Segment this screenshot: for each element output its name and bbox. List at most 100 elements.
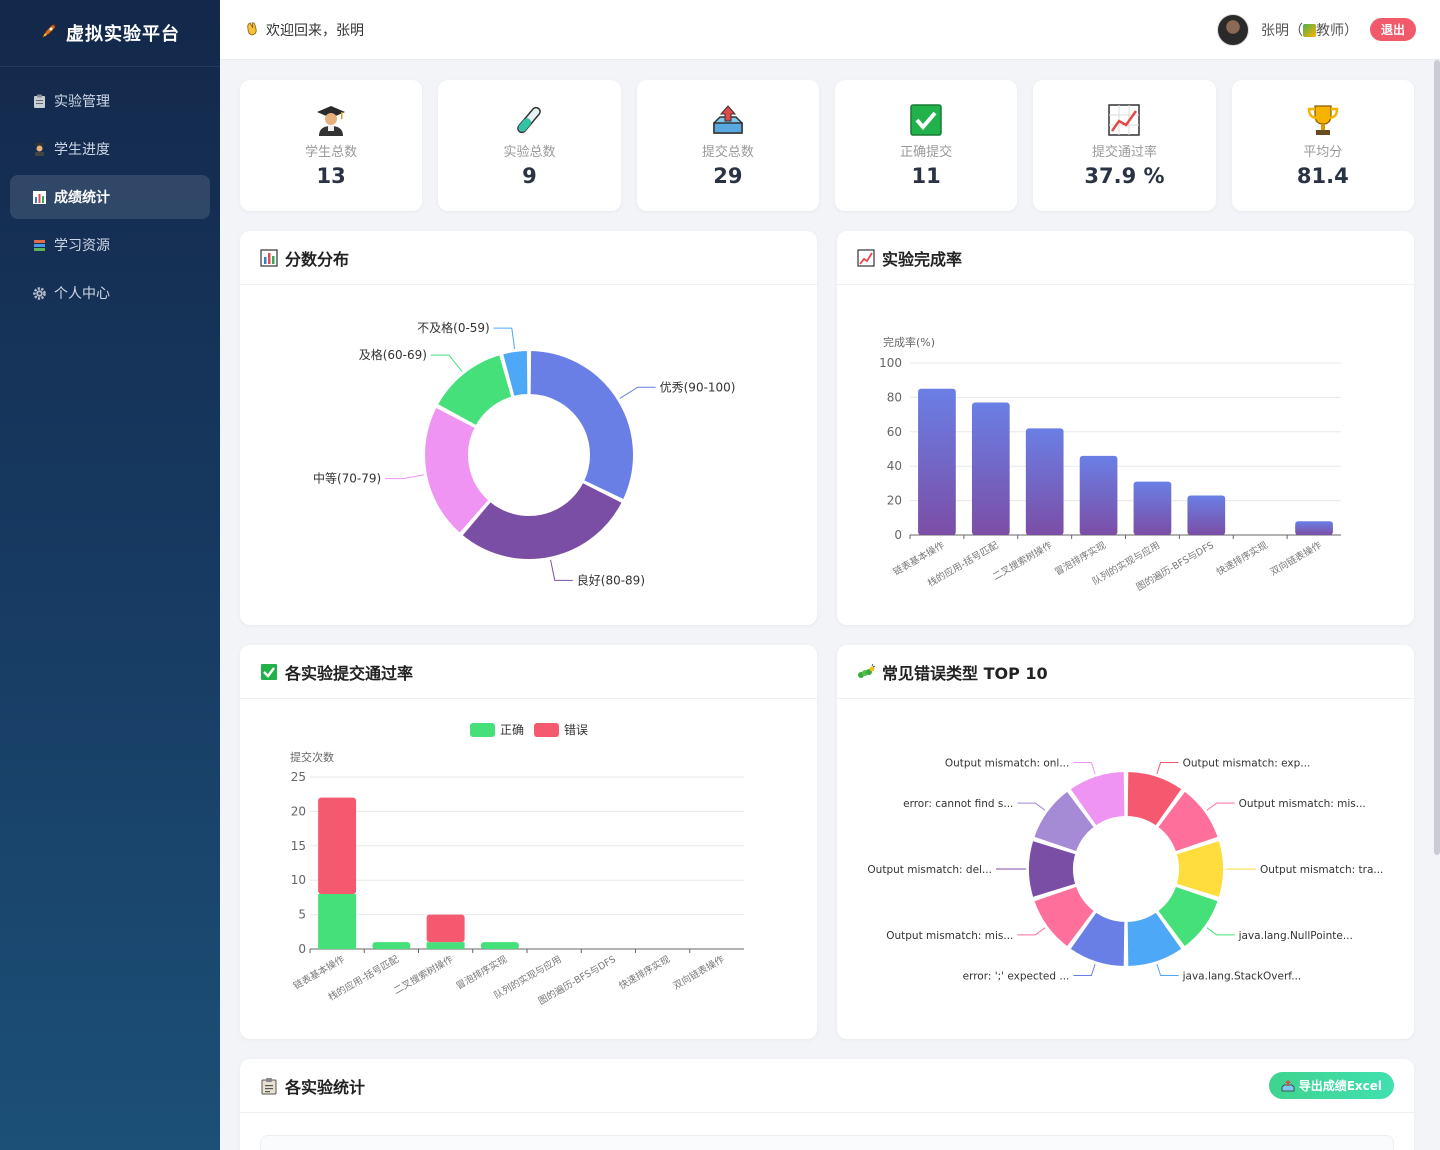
stat-label: 学生总数 (305, 145, 358, 160)
teacher-icon (1302, 23, 1316, 37)
pie-label: 及格(60-69) (359, 347, 427, 362)
pie-slice (1174, 838, 1225, 900)
panel-title: 各实验统计 (260, 1074, 365, 1098)
sidebar-nav: 实验管理 学生进度 成绩统计 学习资源 个人中心 (0, 67, 220, 315)
pie-slice (501, 349, 530, 399)
stat-value: 9 (522, 164, 537, 188)
pie-label: Output mismatch: del... (867, 864, 992, 876)
avatar[interactable] (1216, 13, 1249, 46)
stat-value: 29 (713, 164, 743, 188)
pie-label: Output mismatch: exp... (1183, 757, 1311, 769)
pass-rate-panel: 各实验提交通过率 正确 错误 提交次数 0 5 10 15 20 25 链表基本操作 栈的应用-括号… (240, 645, 817, 1039)
x-tick-label: 双向链表操作 (671, 953, 727, 992)
stat-label: 实验总数 (503, 145, 556, 160)
pie-label: java.lang.StackOverf... (1182, 971, 1302, 983)
sidebar-item-label: 学习资源 (54, 238, 110, 254)
logout-button[interactable]: 退出 (1369, 18, 1416, 41)
y-tick-label: 0 (894, 528, 902, 542)
panel-header: 各实验提交通过率 (240, 645, 817, 699)
pie-slice (423, 405, 491, 535)
sidebar-item-experiments[interactable]: 实验管理 (10, 79, 210, 123)
score-distribution-panel: 分数分布 优秀(90-100) 良好(80-89) 中等(70-79) 及格(60-6… (240, 231, 817, 625)
main-content: 学生总数 13 实验总数 9 提交总数 29 正确提交 11 提交通过率 37.… (220, 60, 1434, 1150)
sidebar-item-resources[interactable]: 学习资源 (10, 223, 210, 267)
stat-value: 81.4 (1296, 164, 1349, 188)
stat-card-submissions: 提交总数 29 (636, 80, 819, 211)
panel-header: 分数分布 (240, 231, 817, 285)
legend-label: 正确 (500, 723, 524, 737)
bar (1133, 481, 1172, 535)
y-tick-label: 40 (887, 459, 902, 473)
bar-segment (372, 942, 411, 949)
brand: 虚拟实验平台 (0, 0, 220, 67)
panel-header: 各实验统计 导出成绩Excel (240, 1059, 1414, 1113)
bar (971, 402, 1010, 535)
bar (918, 388, 956, 535)
books-icon (32, 238, 46, 252)
y-tick-label: 80 (887, 390, 902, 404)
bar-chart-icon (32, 190, 46, 204)
panel-title: 实验完成率 (857, 246, 962, 270)
stat-label: 提交总数 (701, 145, 754, 160)
pie-label: 不及格(0-59) (417, 320, 490, 335)
pie-slice (1125, 770, 1184, 828)
x-tick-label: 二叉搜索树操作 (392, 953, 456, 997)
bar (1025, 428, 1064, 535)
panel-title-text: 各实验统计 (285, 1077, 366, 1097)
bar-segment (426, 942, 465, 949)
legend-label: 错误 (564, 723, 588, 737)
trophy-icon (1307, 105, 1339, 135)
sidebar-item-label: 实验管理 (54, 94, 110, 110)
x-tick-label: 快速排序实现 (1214, 539, 1270, 578)
legend-swatch (470, 723, 495, 737)
bar-segment (480, 942, 519, 949)
pie-label-line (1156, 761, 1179, 775)
bar-chart-icon (260, 248, 278, 267)
legend-swatch (534, 723, 559, 737)
export-label: 导出成绩Excel (1298, 1079, 1382, 1093)
export-excel-button[interactable]: 导出成绩Excel (1268, 1072, 1394, 1099)
error-types-chart: Output mismatch: exp... Output mismatch: … (867, 757, 1383, 983)
page-scrollbar[interactable] (1434, 60, 1440, 855)
pie-label-line (1017, 927, 1046, 936)
user-role: 教师） (1315, 22, 1358, 39)
stat-card-average: 平均分 81.4 (1231, 80, 1414, 211)
error-types-panel: 常见错误类型 TOP 10 Output mismatch: exp... Out… (837, 645, 1414, 1039)
stat-value: 13 (316, 164, 346, 188)
x-tick-label: 二叉搜索树操作 (991, 539, 1055, 583)
pie-label: 良好(80-89) (577, 572, 645, 587)
y-tick-label: 20 (887, 494, 902, 508)
pie-label: error: cannot find s... (903, 798, 1013, 810)
sidebar: 虚拟实验平台 实验管理 学生进度 成绩统计 学习资源 个人中心 (0, 0, 220, 1150)
experiment-stats-panel: 各实验统计 导出成绩Excel (240, 1059, 1414, 1150)
pie-slice (1125, 910, 1184, 968)
upload-tray-icon (713, 105, 743, 134)
bar (1295, 521, 1333, 535)
pass-rate-chart: 正确 错误提交次数0510152025链表基本操作栈的应用-括号匹配二叉搜索树操作… (290, 723, 744, 1007)
rocket-icon (40, 22, 58, 44)
pie-label-line (385, 474, 424, 480)
y-tick-label: 10 (291, 873, 306, 887)
y-tick-label: 5 (298, 908, 306, 922)
pie-label-line (1206, 927, 1235, 936)
sidebar-item-profile[interactable]: 个人中心 (10, 271, 210, 315)
stat-card-experiments: 实验总数 9 (438, 80, 621, 211)
pie-label-line (1073, 761, 1096, 775)
panel-title-text: 各实验提交通过率 (285, 663, 414, 683)
sidebar-item-grade-stats[interactable]: 成绩统计 (10, 175, 210, 219)
sidebar-item-label: 个人中心 (54, 286, 110, 302)
welcome-text: 欢迎回来，张明 (266, 22, 364, 39)
sidebar-item-student-progress[interactable]: 学生进度 (10, 127, 210, 171)
waving-hand-icon (244, 20, 260, 40)
bar (1187, 495, 1226, 535)
pie-slice (1027, 838, 1078, 900)
stat-card-correct: 正确提交 11 (834, 80, 1018, 211)
pie-label: 优秀(90-100) (660, 380, 736, 394)
gear-icon (32, 286, 46, 300)
pie-label: Output mismatch: onl... (945, 757, 1070, 769)
table-header (260, 1135, 1394, 1150)
pie-slice (1032, 884, 1096, 949)
sidebar-item-label: 成绩统计 (54, 190, 110, 206)
y-tick-label: 20 (291, 804, 306, 818)
top-header: 欢迎回来，张明 张明（ 教师） 退出 (220, 0, 1440, 60)
